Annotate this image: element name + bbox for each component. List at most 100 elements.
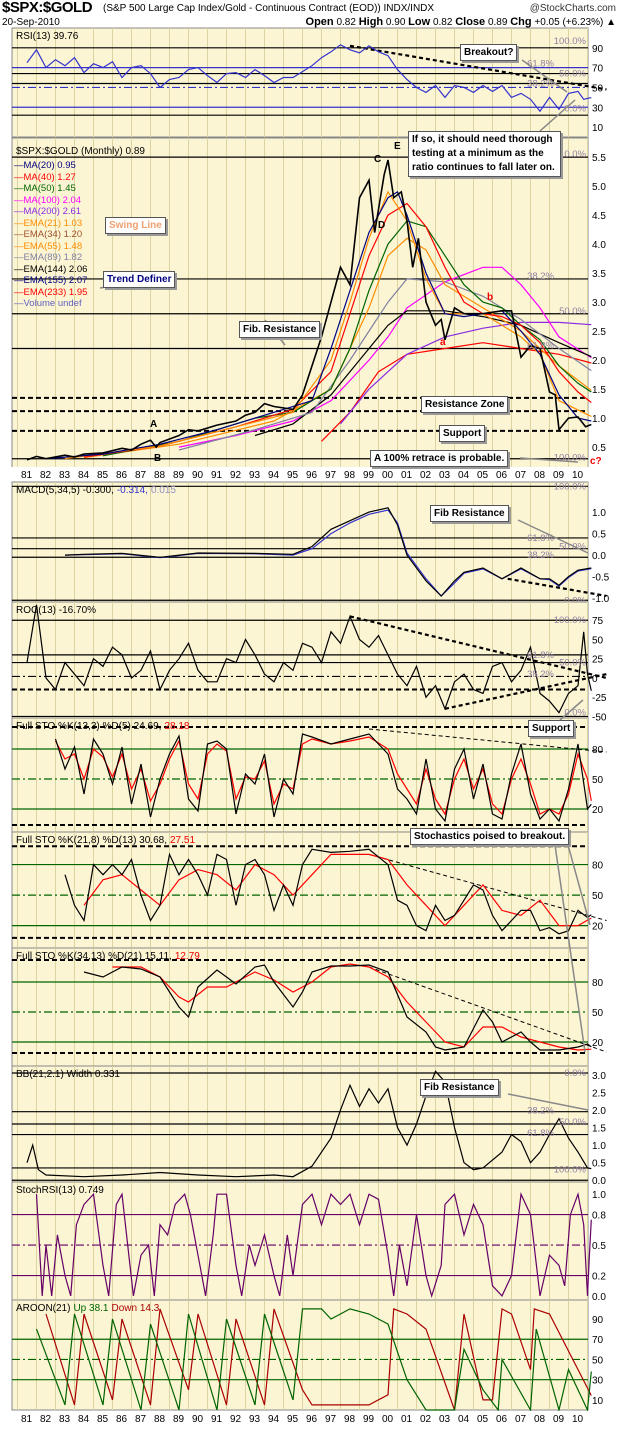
series-line-ema-89-	[178, 278, 592, 451]
annotation-fib-resistance-main: Fib. Resistance	[239, 321, 321, 338]
symbol-description: (S&P 500 Large Cap Index/Gold - Continuo…	[103, 3, 435, 14]
x-tick-label: 87	[135, 1414, 147, 1425]
x-tick-label: 91	[211, 470, 223, 481]
annotation-stochastics: Stochastics poised to breakout.	[410, 828, 570, 845]
legend-swatch: —	[14, 194, 24, 206]
fib-level-label: 50.0%	[559, 542, 586, 553]
aroon-down-value: Down 14.3	[111, 1303, 159, 1314]
panel-title: Full STO %K(21,8) %D(13) 30.68, 27.51	[16, 835, 195, 846]
legend-swatch: —	[14, 217, 24, 229]
up-arrow-icon: ▲	[606, 17, 616, 28]
panel-macd: 1.0 0.5 0.0 -0.5 -1.0 100.0% 61.8% 50.0% 38.2% 0.…	[11, 481, 610, 606]
x-tick-label: 10	[572, 470, 584, 481]
x-tick-label: 90	[192, 1414, 204, 1425]
fib-level-label: 38.2%	[527, 550, 554, 561]
panel-title-text: $SPX:$GOLD (Monthly) 0.89	[16, 146, 145, 157]
panel-sto2: 80 50 20 Full STO %K(21,8) %D(13) 30.68, 27.…	[11, 831, 607, 949]
wave-label-D: D	[378, 220, 386, 231]
x-tick-label: 02	[420, 1414, 432, 1425]
y-tick-label: 3.0	[592, 1071, 606, 1082]
legend-swatch: —	[14, 229, 24, 240]
fib-level-label: 50.0%	[559, 1117, 586, 1128]
y-tick-label: 20	[592, 805, 604, 816]
y-tick-label: 70	[592, 64, 604, 75]
fib-level-label: 0.0%	[564, 708, 586, 719]
x-tick-label: 98	[344, 470, 356, 481]
legend-swatch: —	[14, 252, 24, 263]
panel-rsi: 90 70 50 30 10 100.0% 61.8% 50.0% 38.2% 0.0% RSI(1…	[11, 27, 607, 138]
x-tick-label: 93	[249, 1414, 261, 1425]
callout-pointer	[539, 99, 576, 132]
legend-item: —MA(100) 2.04	[14, 195, 87, 207]
annotation-fib-resistance-bb: Fib Resistance	[420, 1079, 499, 1096]
legend-item: —EMA(21) 1.03	[14, 218, 87, 230]
panel-title: Full STO %K(13,3) %D(5) 24.69, 28.18	[16, 721, 190, 732]
y-tick-label: 90	[592, 1315, 604, 1326]
close-label: Close	[455, 16, 486, 28]
series-line-down	[45, 1307, 592, 1411]
panel-title: AROON(21) Up 38.1 Down 14.3	[16, 1303, 160, 1314]
legend-item: —MA(50) 1.45	[14, 183, 87, 195]
x-tick-label: 03	[439, 470, 451, 481]
x-tick-label: 06	[496, 1414, 508, 1425]
wave-label-a: a	[440, 337, 446, 348]
stockcharts-watermark[interactable]: @StockCharts.com	[529, 3, 616, 14]
macd-hist-value: 0.015	[151, 485, 176, 496]
y-tick-label: 0.0	[592, 1176, 606, 1187]
y-tick-label: 75	[592, 616, 604, 627]
x-tick-label: 86	[116, 470, 128, 481]
legend-swatch: —	[14, 275, 24, 286]
legend-label: EMA(233) 1.95	[23, 286, 88, 298]
panel-title-text: RSI(13) 39.76	[16, 31, 79, 42]
y-tick-label: 50	[592, 1355, 604, 1366]
y-tick-label: 2.5	[592, 1088, 606, 1099]
legend-item: —MA(20) 0.95	[14, 160, 87, 172]
y-tick-label: 0.5	[592, 530, 606, 541]
stoch-d-value: 27.51	[170, 835, 195, 846]
x-tick-label: 84	[78, 1414, 90, 1425]
close-value: 0.89	[487, 17, 508, 28]
y-tick-label: 0.5	[592, 443, 606, 454]
annotation-breakout: Breakout?	[460, 44, 518, 61]
annotation-retrace: A 100% retrace is probable.	[370, 450, 509, 467]
x-tick-label: 87	[135, 470, 147, 481]
trendline	[349, 615, 607, 680]
series-line-ma-20-	[45, 191, 592, 460]
x-tick-label: 07	[515, 1414, 527, 1425]
x-tick-label: 05	[477, 470, 489, 481]
callout-pointer	[507, 1093, 589, 1111]
legend-label: EMA(89) 1.82	[23, 252, 83, 263]
annotation-resistance-zone: Resistance Zone	[421, 396, 509, 413]
high-label: High	[358, 16, 384, 28]
x-tick-label: 82	[40, 470, 52, 481]
x-tick-label: 03	[439, 1414, 451, 1425]
fib-level-label: 50.0%	[559, 658, 586, 669]
low-label: Low	[408, 16, 431, 28]
x-tick-label: 07	[515, 470, 527, 481]
x-tick-label: 06	[496, 470, 508, 481]
y-tick-label: 0.5	[592, 1241, 606, 1252]
panel-sto1: 80 50 20 Full STO %K(13,3) %D(5) 24.69, 28.1…	[11, 717, 607, 833]
panel-background	[11, 601, 589, 719]
x-tick-label: 98	[344, 1414, 356, 1425]
x-tick-label: 90	[192, 470, 204, 481]
y-tick-label: 5.5	[592, 153, 606, 164]
series-line-bb-width	[26, 1070, 592, 1178]
legend-item: —EMA(155) 2.07	[14, 275, 87, 287]
y-tick-label: 80	[592, 978, 604, 989]
fib-level-label: 100.0%	[554, 1165, 587, 1176]
y-tick-label: 1.0	[592, 1141, 606, 1152]
fib-level-label: 0.0%	[564, 1068, 586, 1079]
y-tick-label: 20	[592, 922, 604, 933]
x-tick-label: 81	[21, 1414, 33, 1425]
panel-title-text: StochRSI(13) 0.749	[16, 1185, 104, 1196]
y-tick-label: 50	[592, 635, 604, 646]
panel-title: StochRSI(13) 0.749	[16, 1185, 104, 1196]
panel-title-text: Full STO %K(13,3) %D(5) 24.69,	[16, 721, 161, 732]
chart-date: 20-Sep-2010	[2, 17, 60, 28]
series-line-stochrsi-13-	[35, 1191, 592, 1299]
panel-title: RSI(13) 39.76	[16, 31, 79, 42]
legend-swatch: —	[14, 298, 24, 309]
x-tick-label: 86	[116, 1414, 128, 1425]
series-line-ma-100-	[178, 266, 592, 448]
